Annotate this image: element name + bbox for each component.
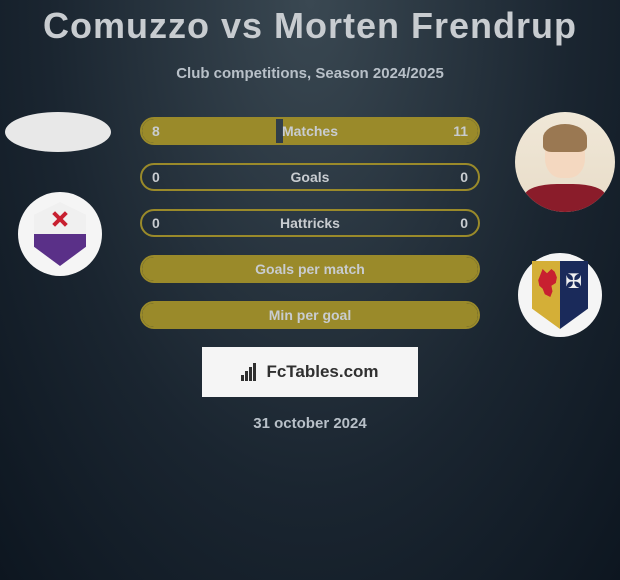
stats-bars-container: 8 Matches 11 0 Goals 0 0 Hattricks 0 Goa…: [140, 117, 480, 329]
watermark-text: FcTables.com: [241, 362, 378, 382]
season-subtitle: Club competitions, Season 2024/2025: [0, 65, 620, 82]
stat-value-left: 0: [152, 215, 160, 231]
date-text: 31 october 2024: [0, 415, 620, 432]
stat-bar-hattricks: 0 Hattricks 0: [140, 209, 480, 237]
comparison-title: Comuzzo vs Morten Frendrup: [0, 0, 620, 47]
stat-label: Goals per match: [255, 261, 365, 277]
stat-bar-goals-per-match: Goals per match: [140, 255, 480, 283]
club-right-badge: [518, 253, 602, 337]
club-left-badge: [18, 192, 102, 276]
stat-value-right: 11: [453, 123, 468, 139]
stat-bar-goals: 0 Goals 0: [140, 163, 480, 191]
stat-bar-matches: 8 Matches 11: [140, 117, 480, 145]
stat-value-right: 0: [460, 215, 468, 231]
watermark-box: FcTables.com: [202, 347, 418, 397]
stat-value-right: 0: [460, 169, 468, 185]
player-right-avatar: [515, 112, 615, 212]
player-photo-icon: [515, 112, 615, 212]
bar-chart-icon: [241, 363, 256, 381]
stat-label: Goals: [291, 169, 330, 185]
stat-label: Matches: [282, 123, 338, 139]
placeholder-avatar-icon: [5, 112, 111, 152]
player-left-avatar: [5, 112, 111, 152]
stat-value-left: 8: [152, 123, 160, 139]
genoa-badge-icon: [518, 253, 602, 337]
comparison-area: 8 Matches 11 0 Goals 0 0 Hattricks 0 Goa…: [0, 117, 620, 432]
stat-bar-min-per-goal: Min per goal: [140, 301, 480, 329]
stat-label: Hattricks: [280, 215, 340, 231]
bar-fill-left: [142, 119, 276, 143]
stat-value-left: 0: [152, 169, 160, 185]
stat-label: Min per goal: [269, 307, 351, 323]
watermark-label: FcTables.com: [266, 362, 378, 382]
fiorentina-badge-icon: [18, 192, 102, 276]
